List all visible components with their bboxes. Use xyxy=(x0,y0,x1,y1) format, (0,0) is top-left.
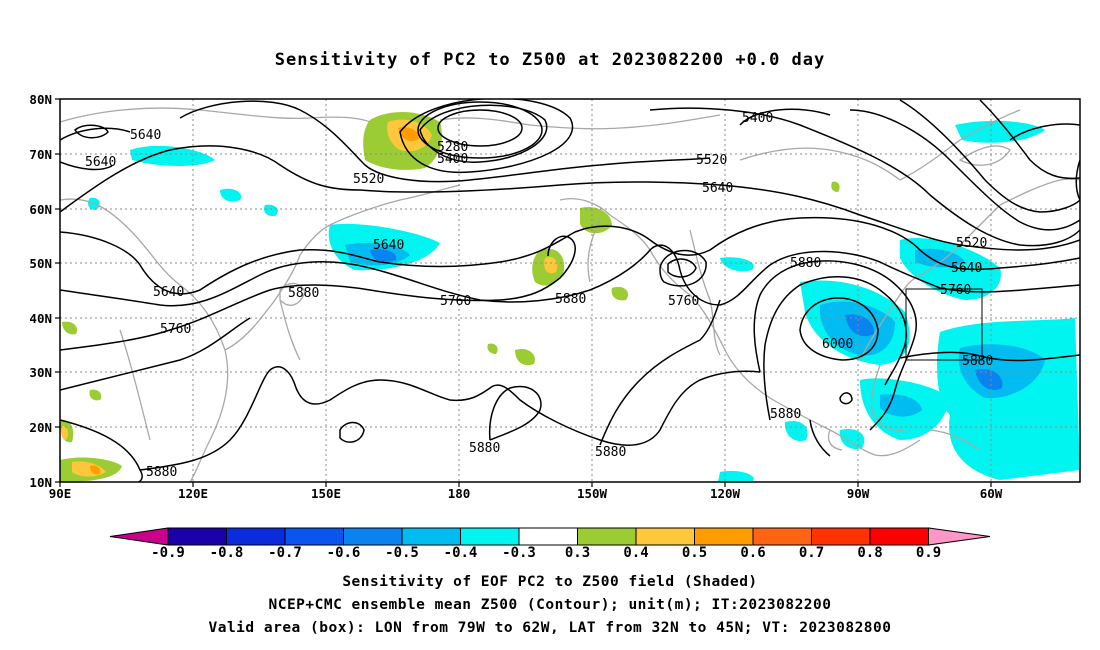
contour-label: 5880 xyxy=(288,286,319,301)
colorbar-segment xyxy=(577,527,637,546)
plot-frame xyxy=(59,98,1081,483)
plot-title: Sensitivity of PC2 to Z500 at 2023082200… xyxy=(274,50,826,70)
caption-contour: NCEP+CMC ensemble mean Z500 (Contour); u… xyxy=(268,597,832,613)
contour-label: 5640 xyxy=(85,155,116,170)
caption-shading: Sensitivity of EOF PC2 to Z500 field (Sh… xyxy=(342,574,758,590)
lon-label: 120W xyxy=(710,486,741,501)
colorbar-segment xyxy=(401,527,461,546)
colorbar-segment xyxy=(226,527,286,546)
colorbar-segment xyxy=(752,527,812,546)
colorbar-tick-label: -0.5 xyxy=(385,545,419,561)
contour-label: 5640 xyxy=(130,128,161,143)
gridlines xyxy=(60,99,1080,482)
lat-label: 30N xyxy=(29,365,52,380)
lon-label: 120E xyxy=(178,486,208,501)
strongest-positive-sensitivity-shading xyxy=(90,127,420,475)
contour-label: 5880 xyxy=(595,445,626,460)
contour-label: 6000 xyxy=(822,337,853,352)
colorbar-tick-label: -0.3 xyxy=(502,545,536,561)
caption-valid-area: Valid area (box): LON from 79W to 62W, L… xyxy=(208,620,892,636)
contour-label: 5520 xyxy=(956,236,987,251)
contour-label: 5280 xyxy=(437,140,468,155)
colorbar-tick-label: 0.5 xyxy=(682,545,707,561)
colorbar-segment xyxy=(694,527,754,546)
lon-label: 180 xyxy=(448,486,471,501)
colorbar-tick-label: 0.4 xyxy=(623,545,648,561)
colorbar-tick-label: 0.6 xyxy=(740,545,765,561)
colorbar-tick-label: -0.4 xyxy=(444,545,478,561)
contour-labels: 5640 5640 5280 5400 5520 5400 5520 5640 … xyxy=(85,111,993,480)
contour-label: 5400 xyxy=(742,111,773,126)
z500-contours xyxy=(60,99,1080,482)
contour-label: 5760 xyxy=(160,322,191,337)
lat-label: 20N xyxy=(29,420,52,435)
latitude-labels: 80N 70N 60N 50N 40N 30N 20N 10N xyxy=(29,92,52,490)
contour-label: 5400 xyxy=(437,152,468,167)
contour-label: 5880 xyxy=(469,441,500,456)
contour-label: 5760 xyxy=(440,294,471,309)
colorbar-low-triangle xyxy=(109,527,169,546)
contour-label: 5520 xyxy=(353,172,384,187)
colorbar-high-triangle xyxy=(928,527,991,546)
contour-label: 5640 xyxy=(702,181,733,196)
lon-label: 150E xyxy=(311,486,341,501)
colorbar-segment xyxy=(343,527,403,546)
contour-label: 5880 xyxy=(962,354,993,369)
lon-label: 90E xyxy=(49,486,72,501)
lon-label: 90W xyxy=(847,486,870,501)
lat-label: 60N xyxy=(29,202,52,217)
strongest-negative-sensitivity-shading xyxy=(370,249,1003,390)
lat-label: 80N xyxy=(29,92,52,107)
colorbar xyxy=(109,527,991,546)
colorbar-segment xyxy=(460,527,520,546)
colorbar-tick-label: -0.6 xyxy=(327,545,361,561)
colorbar-segment xyxy=(284,527,344,546)
contour-label: 5760 xyxy=(940,283,971,298)
lon-label: 150W xyxy=(577,486,608,501)
colorbar-tick-label: 0.7 xyxy=(799,545,824,561)
lat-label: 40N xyxy=(29,311,52,326)
colorbar-segment xyxy=(635,527,695,546)
contour-label: 5640 xyxy=(153,285,184,300)
contour-label: 5880 xyxy=(770,407,801,422)
longitude-labels: 90E 120E 150E 180 150W 120W 90W 60W xyxy=(49,486,1003,501)
contour-label: 5880 xyxy=(146,465,177,480)
contour-label: 5640 xyxy=(373,238,404,253)
colorbar-tick-label: -0.9 xyxy=(151,545,185,561)
colorbar-labels: -0.9 -0.8 -0.7 -0.6 -0.5 -0.4 -0.3 0.3 0.4 0.5 0.6… xyxy=(151,545,941,561)
lat-label: 70N xyxy=(29,147,52,162)
colorbar-segment xyxy=(167,527,227,546)
contour-label: 5880 xyxy=(790,256,821,271)
colorbar-tick-label: 0.9 xyxy=(916,545,941,561)
colorbar-tick-label: 0.3 xyxy=(565,545,590,561)
lat-label: 50N xyxy=(29,256,52,271)
contour-label: 5880 xyxy=(555,292,586,307)
colorbar-tick-label: -0.7 xyxy=(268,545,302,561)
valid-area-box xyxy=(905,288,983,361)
colorbar-segment xyxy=(518,527,578,546)
colorbar-segment xyxy=(869,527,929,546)
colorbar-segment xyxy=(811,527,871,546)
contour-label: 5760 xyxy=(668,294,699,309)
lat-label: 10N xyxy=(29,475,52,490)
colorbar-tick-label: -0.8 xyxy=(210,545,244,561)
axis-ticks xyxy=(55,98,992,487)
colorbar-tick-label: 0.8 xyxy=(857,545,882,561)
contour-label: 5640 xyxy=(951,261,982,276)
contour-label: 5520 xyxy=(696,153,727,168)
lon-label: 60W xyxy=(980,486,1003,501)
